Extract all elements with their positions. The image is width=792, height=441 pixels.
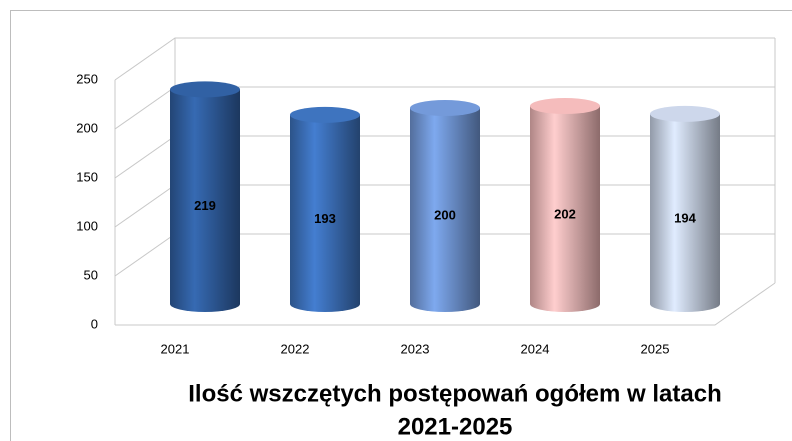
bar-top — [290, 106, 360, 123]
data-label: 200 — [434, 207, 456, 222]
data-label: 194 — [674, 210, 696, 225]
bar-top — [650, 105, 720, 122]
data-label: 193 — [314, 211, 336, 226]
x-tick-label: 2022 — [281, 341, 310, 356]
chart-title: Ilość wszczętych postępowań ogółem w lat… — [188, 380, 721, 407]
bar-top — [530, 98, 600, 115]
bar — [650, 113, 720, 312]
y-tick-label: 150 — [76, 169, 98, 184]
chart-border — [10, 10, 792, 441]
y-tick-label: 100 — [76, 218, 98, 233]
bar-top — [410, 100, 480, 116]
y-tick-label: 250 — [76, 71, 98, 86]
x-tick-label: 2024 — [521, 341, 550, 356]
x-tick-label: 2025 — [641, 341, 670, 356]
bar — [410, 108, 480, 312]
y-tick-label: 200 — [76, 120, 98, 135]
floor-edge — [115, 282, 776, 326]
data-label: 219 — [194, 198, 216, 213]
bar — [290, 114, 360, 312]
x-tick-label: 2021 — [161, 341, 190, 356]
bar — [170, 89, 240, 312]
data-label: 202 — [554, 206, 576, 221]
y-tick-label: 50 — [84, 267, 98, 282]
chart-title: 2021-2025 — [398, 413, 513, 440]
x-tick-label: 2023 — [401, 341, 430, 356]
grid-line — [114, 37, 775, 81]
bar-top — [170, 81, 240, 98]
bar — [530, 106, 600, 312]
y-tick-label: 0 — [91, 316, 98, 331]
